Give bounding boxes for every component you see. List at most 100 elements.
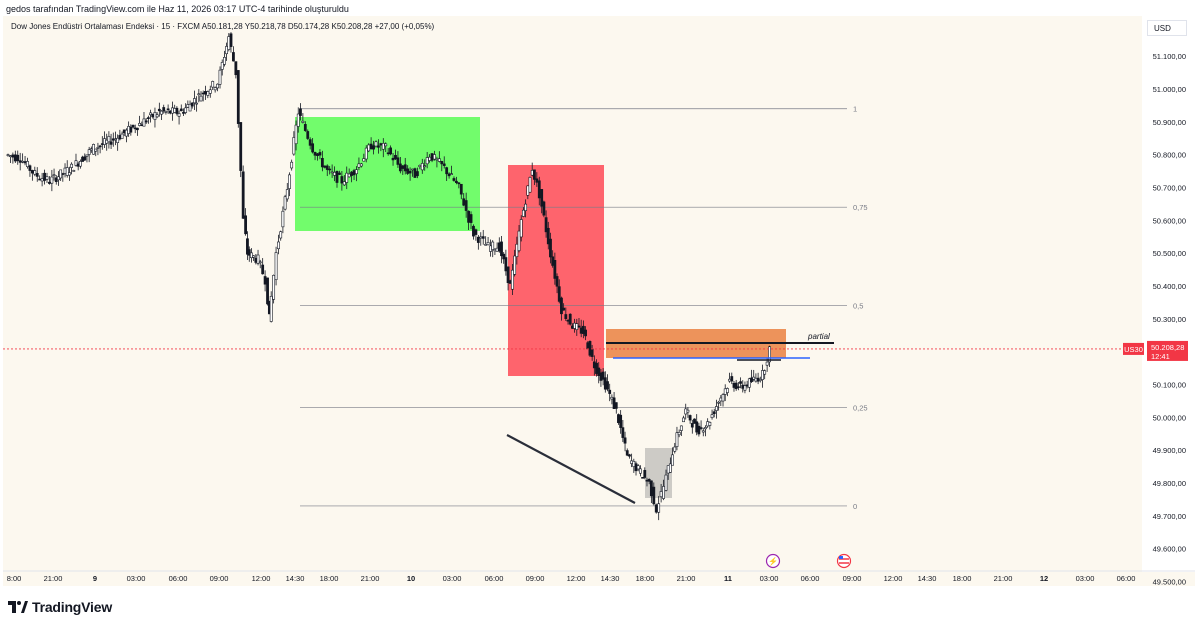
candle-body (229, 33, 233, 47)
candle-body (601, 371, 605, 380)
candle-body (311, 143, 315, 153)
candle-body (48, 181, 51, 184)
lightning-event-icon[interactable] (765, 553, 781, 569)
candle-body (723, 388, 727, 395)
candle-body (394, 154, 397, 160)
candle-body (423, 165, 427, 168)
candle-body (754, 377, 758, 382)
candle-body (258, 261, 262, 264)
symbol-legend[interactable]: Dow Jones Endüstri Ortalaması Endeksi · … (11, 22, 435, 31)
time-axis-label: 14:30 (286, 574, 305, 583)
candle-body (396, 157, 400, 165)
fib-level-label: 0,75 (853, 203, 868, 212)
candle-body (223, 57, 226, 65)
candle-body (57, 176, 60, 181)
candle-body (645, 479, 649, 482)
current-price-tag-bg[interactable] (1147, 340, 1188, 361)
candle-body (85, 154, 89, 157)
candle-body (706, 421, 710, 427)
candle-body (208, 89, 212, 94)
candle-body (641, 477, 644, 479)
time-axis-label: 03:00 (127, 574, 146, 583)
candle-body (413, 168, 417, 178)
candle-body (686, 409, 690, 413)
price-axis-panel[interactable] (1142, 16, 1195, 572)
candle-body (338, 172, 341, 175)
candle-body (164, 111, 168, 113)
candle-body (211, 81, 215, 88)
candle-body (647, 478, 651, 482)
candle-body (671, 454, 674, 466)
candle-body (732, 383, 736, 388)
tradingview-logo[interactable]: TradingView (8, 597, 112, 617)
candle-body (303, 124, 307, 131)
candle-body (577, 325, 581, 328)
candle-body (654, 504, 658, 513)
symbol-tag-bg[interactable] (1123, 342, 1144, 355)
candle-body (666, 465, 670, 474)
candle-body (484, 244, 488, 246)
trend-line[interactable] (506, 434, 636, 504)
candle-body (220, 62, 224, 70)
candle-body (256, 254, 260, 264)
candle-body (33, 170, 37, 175)
candle-body (695, 421, 699, 433)
candle-body (628, 454, 631, 457)
price-axis-label: 49.600,00 (1153, 545, 1186, 554)
candle-body (335, 170, 339, 183)
candle-body (736, 386, 740, 388)
candle-body (730, 376, 734, 382)
candle-body (352, 170, 356, 176)
candle-body (65, 167, 69, 176)
candle-body (345, 172, 349, 183)
candle-body (445, 167, 449, 175)
candle-body (244, 215, 248, 235)
time-axis-label: 21:00 (994, 574, 1013, 583)
candle-body (418, 164, 422, 167)
candle-body (401, 165, 405, 169)
candle-body (138, 122, 141, 126)
candle-body (440, 161, 444, 165)
candle-body (43, 172, 46, 181)
candle-body (103, 138, 106, 145)
candle-body (522, 209, 525, 217)
candle-body (149, 112, 152, 116)
candle-body (206, 91, 210, 96)
candle-body (70, 163, 74, 168)
candle-body (459, 183, 463, 195)
candle-body (549, 238, 552, 258)
time-axis-label: 12:00 (567, 574, 586, 583)
candle-body (581, 325, 585, 334)
candle-body (23, 161, 27, 164)
time-axis-label: 03:00 (1076, 574, 1095, 583)
candle-body (690, 423, 694, 428)
candle-body (133, 127, 137, 130)
time-axis-label: 03:00 (760, 574, 779, 583)
candle-body (489, 245, 492, 252)
current-price-tag: 50.208,28 (1151, 343, 1184, 352)
candle-body (710, 414, 714, 418)
candle-body (111, 138, 115, 141)
candle-body (131, 124, 135, 128)
candle-body (599, 372, 603, 381)
time-axis-label: 14:30 (918, 574, 937, 583)
candle-body (201, 92, 205, 95)
candle-body (391, 157, 395, 161)
candle-body (197, 93, 201, 96)
time-axis-label: 21:00 (677, 574, 696, 583)
time-axis-label: 8:00 (7, 574, 22, 583)
time-axis-label: 14:30 (601, 574, 620, 583)
candle-body (313, 152, 317, 156)
candle-body (768, 346, 771, 363)
time-axis-label: 09:00 (210, 574, 229, 583)
candle-body (403, 164, 407, 172)
time-axis-label: 12 (1040, 574, 1048, 583)
candle-body (584, 329, 587, 337)
candle-body (177, 113, 181, 117)
candle-body (94, 148, 98, 152)
candle-body (182, 112, 185, 114)
candle-body (649, 480, 653, 497)
currency-selector[interactable]: USD (1147, 20, 1187, 36)
price-axis-label: 49.700,00 (1153, 512, 1186, 521)
